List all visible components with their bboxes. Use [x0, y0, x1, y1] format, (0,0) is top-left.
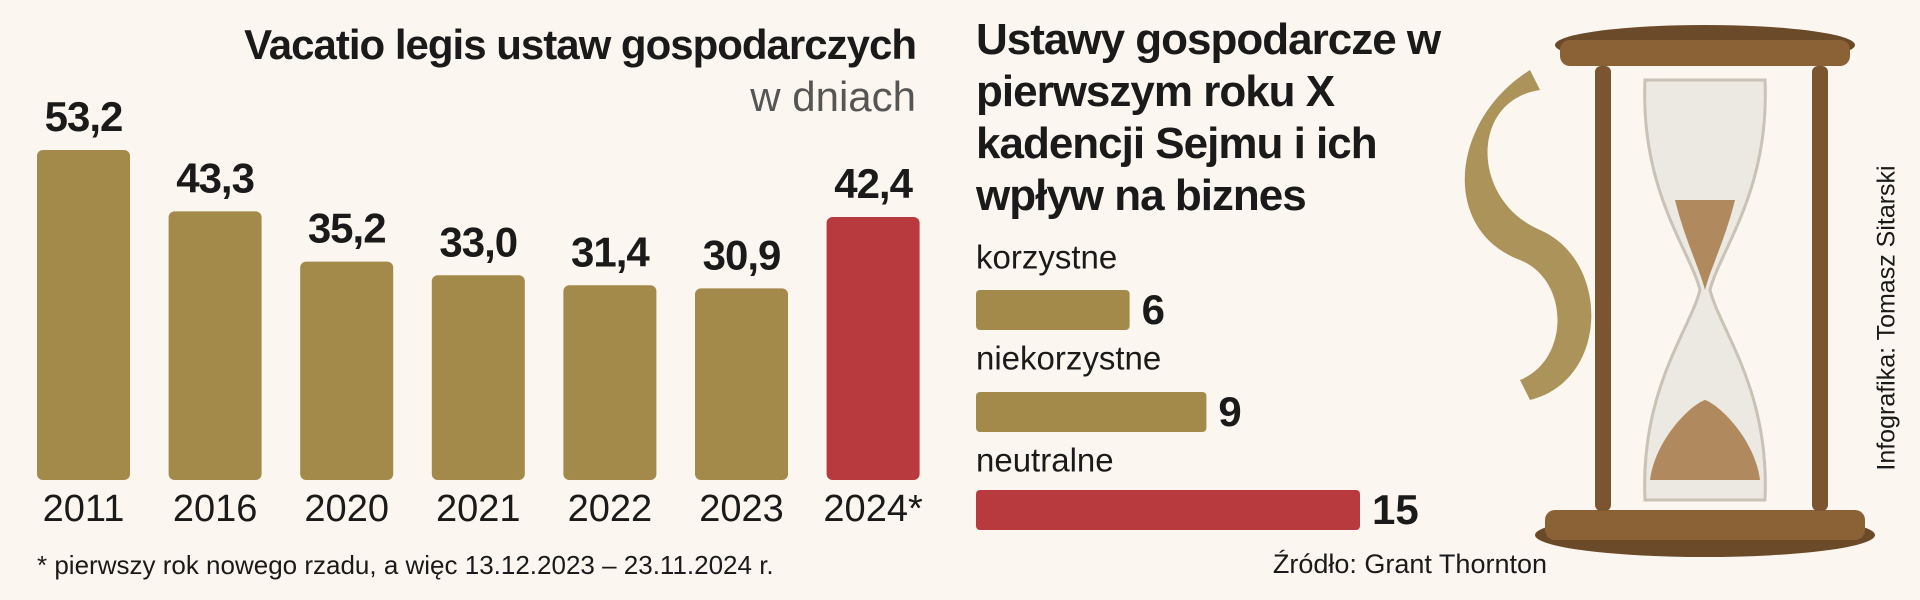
category-label: korzystne: [976, 239, 1117, 276]
value-label: 42,4: [834, 160, 913, 207]
category-label: neutralne: [976, 442, 1114, 479]
value-label: 6: [1142, 286, 1165, 333]
x-tick-label: 2022: [568, 488, 653, 530]
value-label: 9: [1218, 388, 1241, 435]
bar: [431, 275, 525, 480]
bar: [976, 490, 1360, 530]
x-tick-label: 2024*: [823, 488, 923, 530]
x-tick-label: 2016: [173, 488, 258, 530]
x-tick-label: 2011: [43, 488, 125, 530]
x-tick-label: 2020: [304, 488, 389, 530]
hourglass-illustration: [1464, 25, 1875, 557]
bar: [826, 216, 920, 480]
chart-subtitle: w dniach: [749, 73, 916, 120]
bar: [695, 288, 788, 480]
bar: [168, 211, 262, 480]
value-label: 30,9: [703, 231, 781, 278]
value-label: 31,4: [571, 228, 650, 275]
value-label: 53,2: [45, 93, 123, 140]
bar: [300, 261, 394, 480]
footnote: * pierwszy rok nowego rzadu, a więc 13.1…: [37, 550, 774, 580]
value-label: 43,3: [176, 155, 254, 202]
x-tick-label: 2021: [436, 488, 521, 530]
credit: Infografika: Tomasz Sitarski: [1873, 165, 1901, 470]
bar: [976, 392, 1207, 432]
chart-title: Vacatio legis ustaw gospodarczych: [244, 21, 916, 68]
category-label: niekorzystne: [976, 340, 1161, 377]
source: Źródło: Grant Thornton: [1273, 549, 1547, 579]
x-tick-label: 2023: [699, 488, 784, 530]
value-label: 33,0: [439, 218, 517, 265]
bar: [563, 285, 657, 480]
value-label: 15: [1372, 486, 1419, 533]
bar: [976, 290, 1130, 330]
value-label: 35,2: [308, 205, 386, 252]
bar: [37, 150, 130, 480]
chart-title: Ustawy gospodarcze w pierwszym roku X ka…: [976, 15, 1441, 220]
